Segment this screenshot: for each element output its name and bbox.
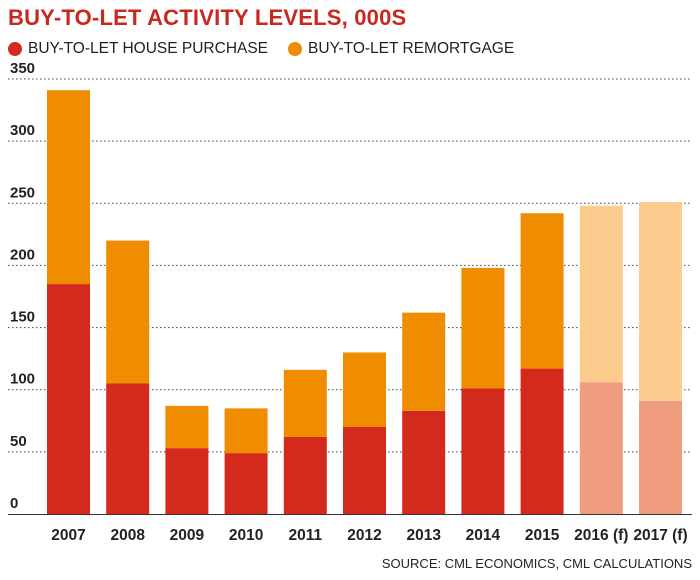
x-tick-label-2014: 2014	[466, 527, 501, 544]
x-tick-label-2008: 2008	[110, 527, 145, 544]
bar-house-purchase-2011	[283, 436, 327, 514]
bar-remortgage-2008	[106, 240, 150, 384]
bar-house-purchase-2007	[47, 284, 90, 514]
legend-label-remortgage: BUY-TO-LET REMORTGAGE	[308, 40, 515, 57]
x-tick-label-2015: 2015	[525, 527, 560, 544]
bar-house-purchase-2013	[402, 410, 446, 514]
bar-house-purchase-2015	[520, 368, 564, 514]
y-tick-label-350: 350	[10, 60, 35, 77]
bar-remortgage-2014	[461, 267, 505, 389]
x-tick-label-2007: 2007	[51, 527, 85, 544]
bar-remortgage-2010	[224, 408, 268, 454]
legend-marker-remortgage	[288, 42, 303, 56]
x-tick-label-2009: 2009	[170, 527, 205, 544]
y-tick-label-0: 0	[10, 495, 18, 512]
x-tick-label-2010: 2010	[229, 527, 263, 544]
legend-item-remortgage: BUY-TO-LET REMORTGAGE	[288, 40, 514, 58]
source-note: SOURCE: CML ECONOMICS, CML CALCULATIONS	[381, 556, 692, 571]
x-tick-label-2012: 2012	[347, 527, 381, 544]
y-tick-label-250: 250	[10, 184, 35, 201]
bar-remortgage-2011	[283, 369, 327, 437]
bar-remortgage-2009	[165, 405, 209, 449]
bar-remortgage-2012	[343, 352, 386, 427]
y-tick-label-300: 300	[10, 122, 35, 139]
y-tick-label-200: 200	[10, 246, 35, 263]
legend: BUY-TO-LET HOUSE PURCHASE BUY-TO-LET REM…	[8, 40, 514, 58]
bar-house-purchase-2016f	[579, 382, 623, 514]
x-tick-label-2011: 2011	[288, 527, 322, 544]
x-tick-label-2017f: 2017 (f)	[633, 527, 687, 544]
chart-title: BUY-TO-LET ACTIVITY LEVELS, 000S	[8, 5, 407, 30]
legend-marker-house-purchase	[8, 42, 22, 56]
y-tick-label-50: 50	[10, 433, 27, 450]
legend-item-house-purchase: BUY-TO-LET HOUSE PURCHASE	[8, 40, 268, 58]
x-tick-label-2013: 2013	[406, 527, 441, 544]
bar-remortgage-2015	[520, 213, 564, 369]
bar-house-purchase-2017f	[639, 400, 682, 514]
bar-house-purchase-2009	[165, 448, 209, 514]
bar-house-purchase-2010	[224, 453, 268, 514]
bar-house-purchase-2014	[461, 388, 505, 514]
bar-house-purchase-2008	[106, 383, 150, 514]
bar-remortgage-2016f	[579, 205, 623, 383]
bar-remortgage-2013	[402, 312, 446, 411]
y-tick-label-100: 100	[10, 371, 35, 388]
legend-label-house-purchase: BUY-TO-LET HOUSE PURCHASE	[28, 40, 269, 57]
y-tick-label-150: 150	[10, 309, 35, 326]
x-tick-label-2016f: 2016 (f)	[574, 527, 628, 544]
bar-house-purchase-2012	[343, 427, 386, 514]
bar-remortgage-2007	[47, 90, 90, 285]
bar-remortgage-2017f	[639, 202, 682, 401]
